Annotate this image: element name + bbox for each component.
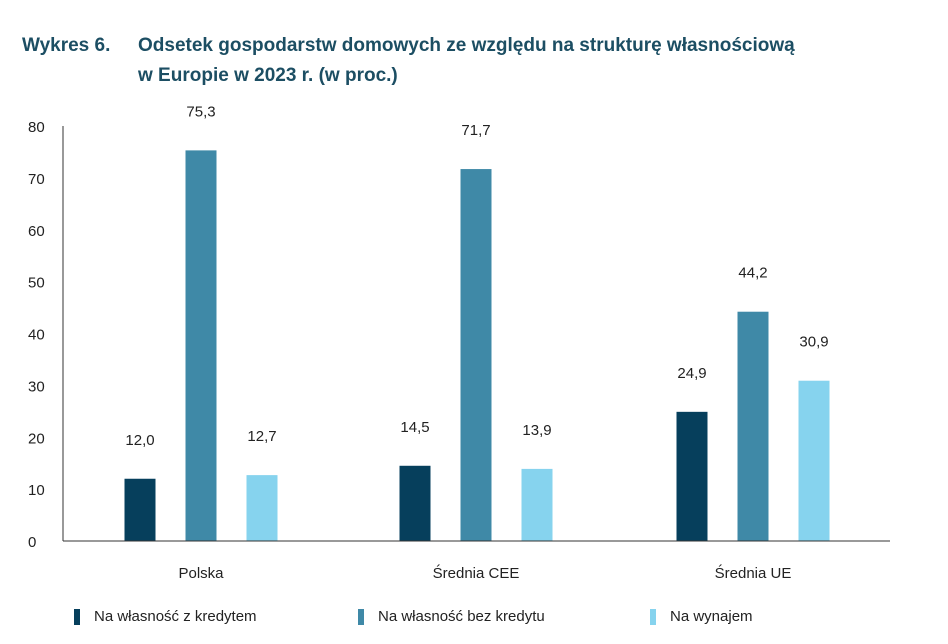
bar xyxy=(185,150,217,541)
y-tick-label: 40 xyxy=(28,327,45,344)
category-label: Średnia CEE xyxy=(433,564,520,582)
bar xyxy=(460,169,492,541)
data-label: 30,9 xyxy=(799,334,828,351)
legend-item: Na własność bez kredytu xyxy=(358,608,545,625)
data-label: 71,7 xyxy=(461,122,490,139)
legend-swatch xyxy=(358,608,364,625)
bar-chart: 0 10 20 30 40 50 60 70 80 12,0 75,3 12,7 14,5 71,7 13… xyxy=(28,103,890,582)
bar xyxy=(399,465,431,541)
bar xyxy=(737,311,769,541)
legend-label: Na własność z kredytem xyxy=(94,608,257,625)
bar xyxy=(798,380,830,541)
y-tick-label: 80 xyxy=(28,119,45,136)
data-label: 14,5 xyxy=(400,419,429,436)
legend-label: Na wynajem xyxy=(670,608,753,625)
bar xyxy=(246,475,278,541)
category-label: Polska xyxy=(178,565,224,582)
legend-item: Na własność z kredytem xyxy=(74,608,257,625)
y-tick-label: 20 xyxy=(28,430,45,447)
data-label: 44,2 xyxy=(738,265,767,282)
chart-number: Wykres 6. xyxy=(22,35,111,56)
y-tick-label: 70 xyxy=(28,171,45,188)
category-label: Średnia UE xyxy=(715,564,792,582)
y-tick-label: 60 xyxy=(28,223,45,240)
y-tick-label: 50 xyxy=(28,275,45,292)
legend-swatch xyxy=(74,608,80,625)
data-label: 13,9 xyxy=(522,422,551,439)
legend-label: Na własność bez kredytu xyxy=(378,608,545,625)
data-label: 24,9 xyxy=(677,365,706,382)
data-label: 75,3 xyxy=(186,103,215,120)
y-tick-label: 0 xyxy=(28,534,36,551)
y-tick-label: 30 xyxy=(28,378,45,395)
bar xyxy=(521,468,553,541)
legend: Na własność z kredytem Na własność bez kr… xyxy=(0,608,948,632)
legend-item: Na wynajem xyxy=(650,608,753,625)
y-axis-ticks: 0 10 20 30 40 50 60 70 80 xyxy=(28,119,45,551)
data-labels: 12,0 75,3 12,7 14,5 71,7 13,9 24,9 44,2 30,9 xyxy=(125,103,828,448)
legend-swatch xyxy=(650,608,656,625)
chart-title-line-1: Odsetek gospodarstw domowych ze względu … xyxy=(138,35,795,56)
bar xyxy=(124,478,156,541)
chart-title-line-2: w Europie w 2023 r. (w proc.) xyxy=(138,65,398,86)
bar xyxy=(676,411,708,541)
category-labels: Polska Średnia CEE Średnia UE xyxy=(178,564,791,582)
y-tick-label: 10 xyxy=(28,482,45,499)
data-label: 12,0 xyxy=(125,432,154,449)
data-label: 12,7 xyxy=(247,428,276,445)
bars xyxy=(124,150,830,541)
